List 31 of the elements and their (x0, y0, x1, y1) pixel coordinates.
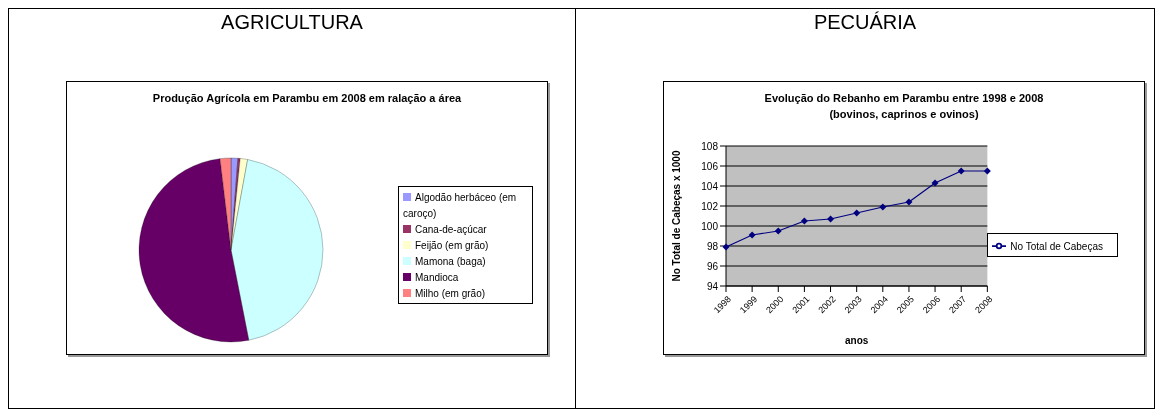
legend-label: No Total de Cabeças (1010, 241, 1103, 252)
point (748, 231, 756, 239)
point (957, 167, 965, 175)
point (879, 203, 887, 211)
chart-title: AGRICULTURA (220, 10, 364, 34)
x-axis-title: anos (845, 335, 869, 346)
y-tick-label: 104 (701, 180, 719, 192)
point (800, 217, 808, 225)
chart-subtitle: Evolução do Rebanho em Parambu entre 1998 e 2008 (bovinos, caprinos e ovinos) (763, 91, 1045, 122)
legend-label: Algodão herbáceo (em caroço) (403, 192, 517, 219)
point (774, 227, 782, 235)
point (853, 209, 861, 217)
y-tick-label: 102 (701, 200, 719, 212)
legend-label: Mamona (baga) (415, 256, 486, 267)
y-tick-label: 98 (706, 240, 719, 252)
y-tick-label: 108 (701, 140, 719, 152)
y-tick-label: 106 (701, 160, 719, 172)
y-tick-label: 96 (706, 260, 719, 272)
legend-label: Cana-de-açúcar (415, 224, 487, 235)
y-tick-label: 94 (706, 280, 719, 292)
y-axis-title: No Total de Cabeças x 1000 (670, 150, 682, 282)
legend-label: Mandioca (415, 272, 459, 283)
y-tick-label: 100 (701, 220, 719, 232)
point (827, 215, 835, 223)
chart-title: PECUÁRIA (812, 10, 918, 34)
point (983, 167, 991, 175)
point (905, 198, 913, 206)
point (931, 179, 939, 187)
chart-subtitle: Produção Agrícola em Parambu em 2008 em ralação a área (151, 91, 463, 106)
legend-label: Feijão (em grão) (415, 240, 489, 251)
legend-label: Milho (em grão) (415, 288, 486, 299)
